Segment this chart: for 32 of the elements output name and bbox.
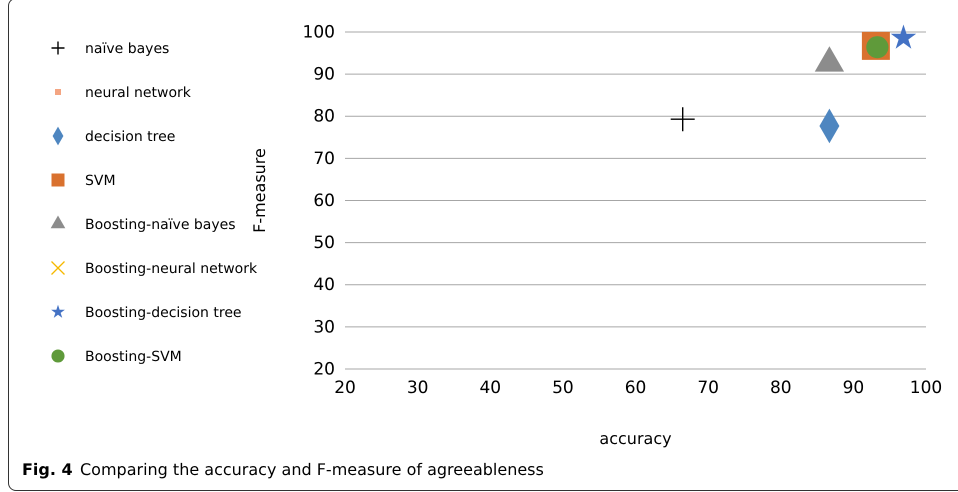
x-tick-label: 70 — [697, 378, 719, 398]
x-tick-label: 50 — [552, 378, 574, 398]
text: Comparing the accuracy and F-measure of agreeableness — [80, 460, 544, 479]
legend-label: Boosting-naïve bayes — [85, 217, 236, 233]
x-tick-label: 100 — [910, 378, 942, 398]
y-tick-label: 60 — [313, 190, 335, 211]
y-tick-label: 20 — [313, 359, 335, 380]
legend-label: Boosting-neural network — [85, 261, 258, 277]
caption: Fig. 4 — [22, 460, 73, 479]
x-tick-label: 30 — [406, 378, 428, 398]
point — [670, 107, 695, 132]
point — [890, 24, 916, 49]
legend-label: SVM — [85, 173, 116, 189]
y-tick-label: 90 — [313, 64, 335, 85]
legend-label: decision tree — [85, 129, 176, 145]
x-axis-title: accuracy — [599, 429, 672, 448]
y-tick-label: 70 — [313, 148, 335, 169]
legend-label: naïve bayes — [85, 41, 170, 57]
y-axis-title: F-measure — [250, 148, 269, 233]
x-tick-label: 60 — [624, 378, 646, 398]
legend-label: neural network — [85, 85, 192, 101]
y-tick-label: 40 — [313, 275, 335, 296]
x-tick-label: 90 — [842, 378, 864, 398]
x-tick-label: 20 — [334, 378, 356, 398]
y-tick-label: 50 — [313, 233, 335, 254]
x-tick-label: 40 — [479, 378, 502, 398]
legend-label: Boosting-decision tree — [85, 305, 242, 321]
x-tick-label: 80 — [770, 378, 792, 398]
y-tick-label: 80 — [313, 106, 335, 127]
y-tick-label: 100 — [302, 22, 335, 42]
y-tick-label: 30 — [313, 317, 335, 338]
legend-label: Boosting-SVM — [85, 349, 182, 365]
